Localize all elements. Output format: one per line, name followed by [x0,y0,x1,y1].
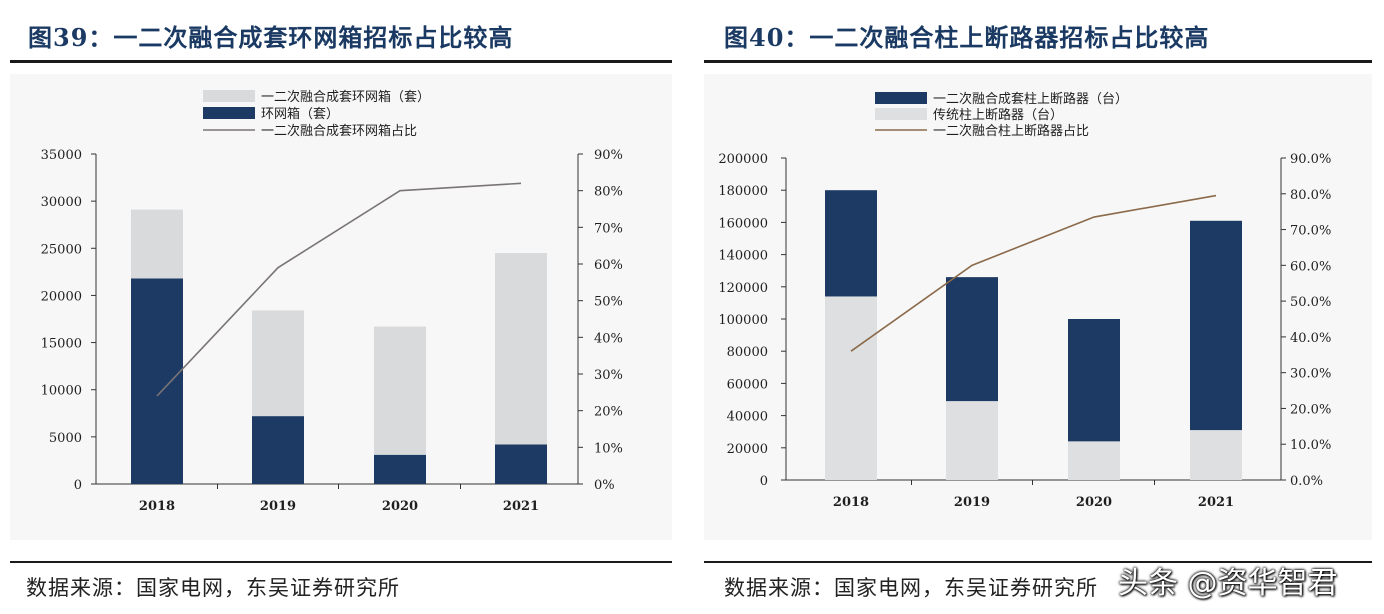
y2-tick-label: 60% [594,258,623,273]
y-tick-label: 140000 [718,249,768,264]
y2-tick-label: 90% [594,148,623,163]
figure-39-panel: 图39：一二次融合成套环网箱招标占比较高 0 5000 10000 15000 2000… [0,0,680,614]
legend-label: 一二次融合成套环网箱占比 [261,123,417,139]
y-tick-label: 200000 [718,152,768,167]
x-tick-label: 2019 [260,499,296,514]
legend-swatch [875,92,927,104]
x-tick-label: 2018 [139,499,175,514]
y2-tick-label: 30% [594,368,623,383]
bar-segment [495,253,547,445]
source-rule [704,561,1372,563]
y2-tick-label: 10% [594,441,623,456]
chart-background [704,74,1372,540]
y2-tick-label: 0% [594,478,615,493]
y2-tick-label: 40.0% [1290,331,1331,346]
y2-tick-label: 70.0% [1290,224,1331,239]
y2-tick-label: 20.0% [1290,402,1331,417]
y-tick-label: 15000 [41,337,82,352]
bar-segment [495,444,547,484]
x-tick-label: 2018 [833,495,869,510]
y2-tick-label: 70% [594,221,623,236]
y-tick-label: 180000 [718,184,768,199]
y2-tick-label: 30.0% [1290,367,1331,382]
legend-swatch [203,90,255,102]
x-tick-label: 2020 [382,499,418,514]
y2-tick-label: 10.0% [1290,438,1331,453]
y-tick-label: 35000 [41,148,82,163]
data-source: 数据来源：国家电网，东吴证券研究所 [26,576,400,600]
y-tick-label: 5000 [49,431,82,446]
share-line [850,194,1217,352]
y-tick-label: 120000 [718,281,768,296]
y2-tick-label: 0.0% [1290,474,1323,489]
ring-main-unit-chart: 0 5000 10000 15000 20000 25000 30000 35000 0% 10%… [41,89,623,514]
y-tick-label: 160000 [718,216,768,231]
x-tick-label: 2021 [503,499,539,514]
y-tick-label: 30000 [41,195,82,210]
x-tick-label: 2020 [1076,495,1112,510]
share-line [156,182,522,397]
pole-breaker-chart: 0 20000 40000 60000 80000 100000 120000 140000 1… [718,91,1331,510]
legend-label: 传统柱上断路器（台） [933,107,1063,123]
x-tick-label: 2019 [954,495,990,510]
y2-tick-label: 50.0% [1290,295,1331,310]
legend-label: 环网箱（套） [261,106,339,122]
bar-segment [374,326,426,455]
y-tick-label: 100000 [718,313,768,328]
bar-segment [1068,319,1120,442]
figure-40-panel: 图40：一二次融合柱上断路器招标占比较高 0 20000 40000 60000 800… [692,0,1384,614]
y-tick-label: 20000 [727,442,768,457]
watermark: 头条 @资华智君 [1118,566,1338,601]
legend-label: 一二次融合成套环网箱（套） [261,89,430,105]
data-source: 数据来源：国家电网，东吴证券研究所 [724,576,1098,600]
legend-label: 一二次融合柱上断路器占比 [933,123,1089,139]
figure-title: 图40：一二次融合柱上断路器招标占比较高 [724,23,1210,52]
y-tick-label: 20000 [41,289,82,304]
bar-segment [1068,441,1120,480]
y2-tick-label: 80% [594,185,623,200]
y2-tick-label: 50% [594,295,623,310]
source-rule [10,561,672,563]
bar-segment [252,416,304,484]
y2-tick-label: 60.0% [1290,259,1331,274]
y-tick-label: 25000 [41,242,82,257]
y2-tick-label: 90.0% [1290,152,1331,167]
bar-segment [374,454,426,484]
legend-swatch [875,108,927,120]
bar-segment [825,296,877,480]
x-tick-label: 2021 [1198,495,1234,510]
bar-segment [1190,430,1242,480]
title-rule [10,60,672,63]
y2-tick-label: 40% [594,331,623,346]
bar-segment [1190,220,1242,431]
figure-title: 图39：一二次融合成套环网箱招标占比较高 [28,23,514,52]
y-tick-label: 0 [74,478,82,493]
y-tick-label: 80000 [727,345,768,360]
legend-swatch [203,107,255,119]
y2-tick-label: 80.0% [1290,188,1331,203]
legend-label: 一二次融合成套柱上断路器（台） [933,91,1128,107]
bar-segment [252,310,304,417]
y2-tick-label: 20% [594,405,623,420]
bar-segment [946,277,998,402]
y-tick-label: 60000 [727,377,768,392]
chart-background [10,74,672,540]
y-tick-label: 0 [760,474,768,489]
bar-segment [131,209,183,279]
y-tick-label: 40000 [727,410,768,425]
title-rule [704,60,1372,63]
bar-segment [131,278,183,484]
bar-segment [825,190,877,297]
y-tick-label: 10000 [41,384,82,399]
bar-segment [946,401,998,480]
